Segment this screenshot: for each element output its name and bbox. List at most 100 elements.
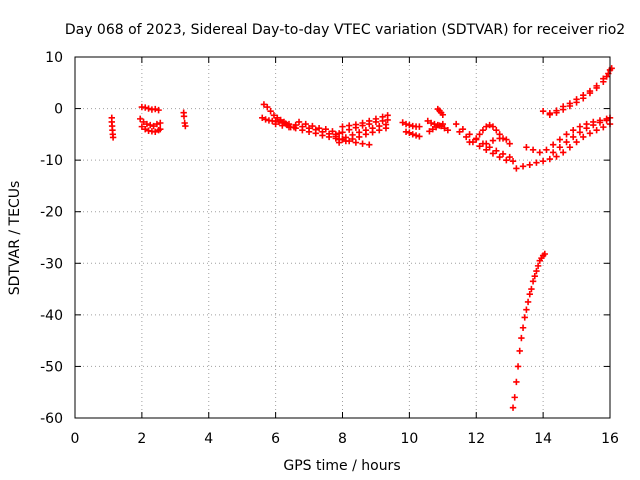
data-point [523, 144, 530, 151]
data-point [153, 120, 161, 128]
data-point [150, 122, 157, 130]
data-point [466, 131, 473, 138]
data-point [402, 120, 410, 128]
data-point [483, 140, 490, 147]
data-point [570, 133, 577, 141]
data-point [524, 298, 532, 306]
data-point [372, 115, 380, 123]
data-point [506, 153, 513, 161]
series-u [456, 128, 517, 165]
data-point [424, 117, 431, 125]
data-point [260, 101, 268, 108]
x-tick-label: 10 [400, 431, 418, 447]
data-point [566, 100, 574, 107]
data-point [325, 130, 333, 138]
data-point [356, 133, 363, 141]
data-point [576, 129, 584, 136]
data-point [335, 139, 343, 146]
y-tick-label: -50 [40, 359, 63, 375]
data-point [137, 115, 144, 123]
series-m [339, 112, 391, 130]
data-point [429, 126, 436, 133]
data-point [531, 272, 538, 280]
data-point [369, 129, 376, 136]
data-point [529, 146, 537, 154]
data-point [519, 163, 527, 170]
data-point [489, 137, 497, 144]
data-point [486, 121, 493, 129]
data-point [499, 150, 507, 158]
data-point [556, 144, 564, 151]
series-p [402, 128, 423, 140]
data-point [523, 306, 530, 313]
data-point [416, 133, 423, 140]
data-point [359, 140, 366, 147]
data-point [406, 129, 413, 137]
series-j [295, 118, 343, 137]
data-point [486, 144, 493, 151]
data-point [473, 135, 480, 142]
data-point [342, 137, 350, 145]
data-point [109, 134, 117, 141]
series-w [483, 135, 513, 147]
x-tick-label: 14 [534, 431, 552, 447]
data-point [339, 123, 346, 130]
axis-ticks: 0 2 4 6 8 10 12 14 16 -60 -50 -40 -30 -20 -10 0 10 [40, 50, 619, 447]
data-point [573, 138, 580, 146]
data-point [436, 122, 443, 129]
data-point [586, 130, 594, 137]
data-point [441, 124, 448, 132]
x-tick-label: 2 [137, 431, 146, 447]
series-t [452, 120, 513, 161]
x-tick-label: 16 [601, 431, 619, 447]
data-point [546, 111, 554, 118]
data-point [138, 123, 146, 130]
data-point [559, 103, 567, 110]
data-point [319, 128, 326, 135]
data-point [583, 124, 590, 132]
data-point [285, 123, 293, 131]
data-point [526, 291, 533, 298]
y-axis-label: SDTVAR / TECUs [7, 181, 23, 296]
data-point [366, 117, 373, 125]
data-point [299, 123, 306, 130]
data-point [541, 250, 548, 258]
data-point [573, 96, 580, 103]
data-point [416, 123, 423, 130]
data-point [593, 82, 600, 90]
data-point [379, 113, 386, 121]
series-r [426, 120, 447, 135]
data-point [145, 105, 152, 112]
data-point [140, 118, 147, 126]
data-point [553, 107, 560, 114]
series-s [434, 105, 447, 118]
data-point [576, 123, 584, 130]
y-tick-label: 0 [54, 102, 63, 118]
data-point [439, 120, 447, 128]
series-ac [509, 250, 548, 411]
data-point [496, 135, 503, 142]
data-point [543, 146, 550, 154]
series-o [399, 119, 423, 130]
data-point [489, 123, 497, 130]
data-point [312, 126, 319, 133]
data-point [513, 165, 520, 172]
data-point [519, 324, 527, 331]
y-tick-label: 10 [45, 50, 63, 66]
y-tick-label: -60 [40, 411, 63, 427]
data-point [155, 106, 162, 114]
data-point [339, 129, 346, 136]
data-point [511, 394, 518, 401]
data-point [476, 131, 483, 138]
data-point [259, 114, 266, 122]
data-point [563, 131, 570, 138]
data-point [412, 132, 420, 139]
data-point [528, 285, 535, 293]
data-point [590, 121, 597, 129]
y-tick-label: -10 [40, 153, 63, 169]
data-point [335, 130, 343, 137]
data-point [509, 157, 517, 165]
data-point [275, 118, 283, 126]
data-point [596, 119, 604, 126]
data-point [459, 126, 467, 133]
